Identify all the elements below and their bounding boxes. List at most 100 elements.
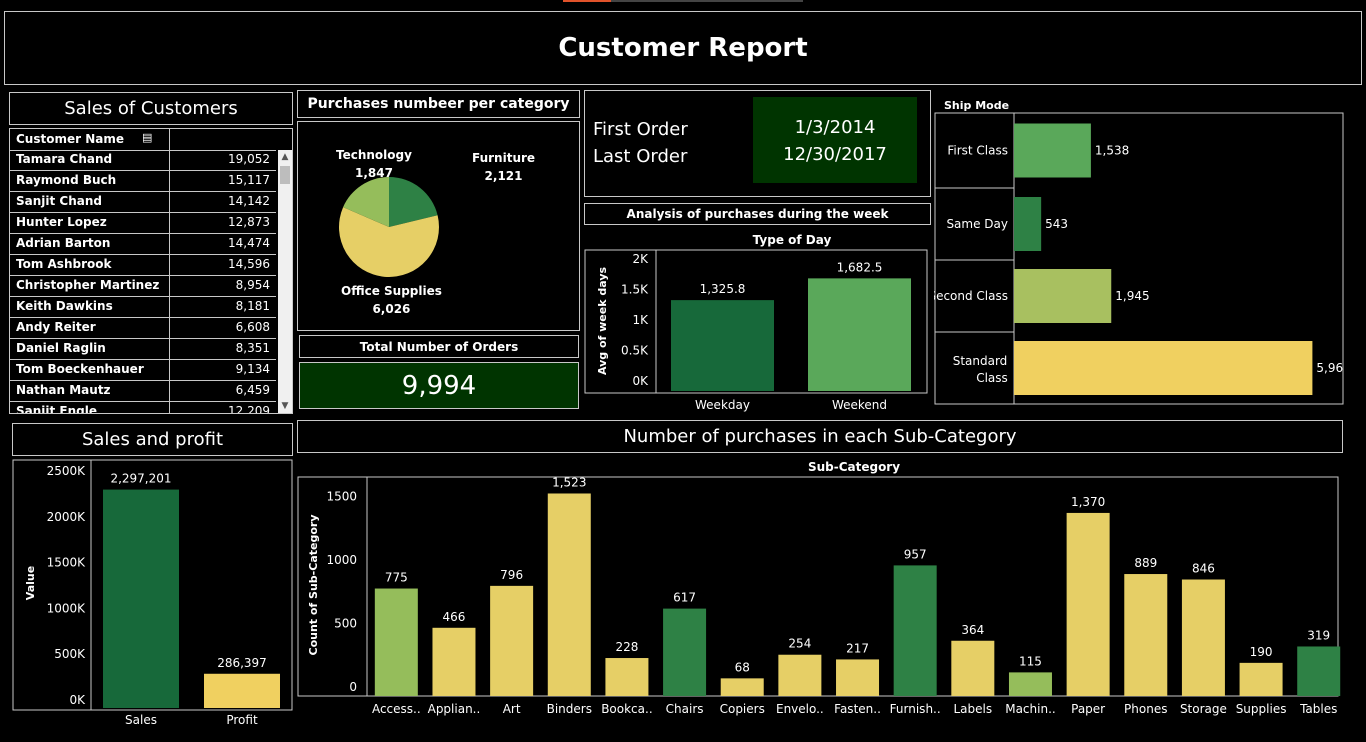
table-row[interactable]: Raymond Buch 15,117 [10,171,276,192]
week-xtick-weekend: Weekend [832,398,887,412]
sub-xtick-chairs: Chairs [666,702,704,716]
table-row[interactable]: Tom Boeckenhauer 9,134 [10,360,276,381]
week-plot-box [655,249,928,394]
sub-bar-label-bookca: 228 [615,640,638,654]
customer-sales: 14,474 [228,236,270,250]
pie-label-furniture: Furniture 2,121 [472,149,535,185]
column-divider [169,297,170,317]
sort-icon[interactable]: ▤ [142,131,153,144]
week-chart: Type of Day 0K 0.5K 1K 1.5K 2K Avg of week day… [584,229,934,419]
sub-bar-label-phones: 889 [1134,556,1157,570]
customer-name: Tamara Chand [16,152,113,166]
column-divider [169,213,170,233]
customer-sales: 8,351 [235,341,270,355]
week-ytick-4: 2K [632,252,649,266]
scroll-thumb[interactable] [280,166,290,184]
sub-bar-labels [951,640,995,696]
sub-bar-applian [432,627,476,696]
subcategory-svg: Sub-Category 0 500 1000 1500 Count of Sub-Cat… [297,460,1341,716]
sub-bar-label-applian: 466 [443,610,466,624]
table-row[interactable]: Hunter Lopez 12,873 [10,213,276,234]
scroll-down-icon[interactable]: ▼ [281,401,289,411]
customer-name: Daniel Raglin [16,341,106,355]
sub-bar-fasten [836,659,880,696]
sp-ytick-0: 0K [69,693,86,707]
customer-table-header[interactable]: Customer Name ▤ [10,129,276,151]
sub-xtick-fasten: Fasten.. [834,702,881,716]
subcategory-chart-title: Sub-Category [808,460,900,474]
table-row[interactable]: Tom Ashbrook 14,596 [10,255,276,276]
table-row[interactable]: Sanjit Engle 12,209 [10,402,276,413]
column-divider [169,150,170,170]
table-row[interactable]: Sanjit Chand 14,142 [10,192,276,213]
table-row[interactable]: Daniel Raglin 8,351 [10,339,276,360]
sub-bar-label-storage: 846 [1192,562,1215,576]
sub-xtick-furnish: Furnish.. [890,702,941,716]
customer-name: Sanjit Chand [16,194,103,208]
sub-xtick-binders: Binders [547,702,592,716]
table-row[interactable]: Nathan Mautz 6,459 [10,381,276,402]
ship-bar-label-second-class: 1,945 [1115,289,1149,303]
sub-bar-bookca [605,658,649,696]
first-order-date: 1/3/2014 [794,117,876,138]
customer-sales: 14,142 [228,194,270,208]
purchases-category-title: Purchases numbeer per category [297,90,580,118]
week-analysis-title: Analysis of purchases during the week [584,203,931,225]
pie-label-office-supplies: Office Supplies 6,026 [341,282,442,318]
sub-bar-label-paper: 1,370 [1071,495,1105,509]
column-divider [169,318,170,338]
ship-category-second-class: Second Class [934,289,1008,303]
sub-bar-label-copiers: 68 [735,660,750,674]
sub-bar-label-envelo: 254 [788,637,811,651]
week-ytick-2: 1K [632,313,649,327]
sub-bar-label-furnish: 957 [904,547,927,561]
ship-category-standard-line2: Class [976,371,1008,385]
subcategory-title: Number of purchases in each Sub-Category [297,420,1343,453]
ship-bar-first-class [1014,123,1091,178]
week-ytick-3: 1.5K [621,283,649,297]
table-scrollbar[interactable]: ▲ ▼ [278,150,292,413]
customer-name: Andy Reiter [16,320,96,334]
week-bar-label-weekend: 1,682.5 [837,260,883,274]
sub-xtick-storage: Storage [1180,702,1227,716]
top-strip [563,0,803,2]
table-row[interactable]: Tamara Chand 19,052 [10,150,276,171]
pie-label-technology: Technology 1,847 [336,146,412,182]
sub-bar-chairs [663,608,707,696]
sales-profit-svg: 0K 500K 1000K 1500K 2000K 2500K Value 2,297,201… [12,459,293,727]
sub-ytick-2: 1000 [326,553,357,567]
sales-profit-chart: 0K 500K 1000K 1500K 2000K 2500K Value 2,297,201… [10,458,295,734]
order-dates-panel: First Order Last Order 1/3/2014 12/30/20… [584,90,931,197]
table-row[interactable]: Andy Reiter 6,608 [10,318,276,339]
sub-bar-envelo [778,654,822,696]
sub-ytick-3: 1500 [326,489,357,503]
sub-bar-label-art: 796 [500,568,523,582]
customer-name-header[interactable]: Customer Name [16,132,124,146]
customer-table: Customer Name ▤ Tamara Chand 19,052 Raymon… [9,128,293,414]
column-divider [169,276,170,296]
sub-xtick-paper: Paper [1071,702,1105,716]
table-row[interactable]: Christopher Martinez 8,954 [10,276,276,297]
category-pie-panel: Technology 1,847 Furniture 2,121 Office Su… [297,121,580,331]
sub-bar-label-chairs: 617 [673,591,696,605]
table-row[interactable]: Keith Dawkins 8,181 [10,297,276,318]
table-row[interactable]: Adrian Barton 14,474 [10,234,276,255]
pie-label-office-supplies-value: 6,026 [372,302,411,316]
sales-customers-title: Sales of Customers [9,92,293,125]
customer-name: Raymond Buch [16,173,117,187]
customer-sales: 8,954 [235,278,270,292]
sub-ytick-0: 0 [349,680,357,694]
sub-bar-art [490,585,534,696]
scroll-up-icon[interactable]: ▲ [281,152,289,162]
pie-slice-furniture [389,177,438,227]
sub-bar-furnish [893,565,937,696]
order-dates-box: 1/3/2014 12/30/2017 [753,97,917,183]
sub-ylabel: Count of Sub-Category [307,515,320,656]
customer-name: Hunter Lopez [16,215,107,229]
sub-xtick-access: Access.. [372,702,421,716]
customer-name: Tom Boeckenhauer [16,362,144,376]
sp-bar-label-sales: 2,297,201 [110,472,171,486]
sub-bar-paper [1066,512,1110,696]
sp-ytick-4: 2000K [47,510,87,524]
total-orders-value: 9,994 [299,362,579,409]
